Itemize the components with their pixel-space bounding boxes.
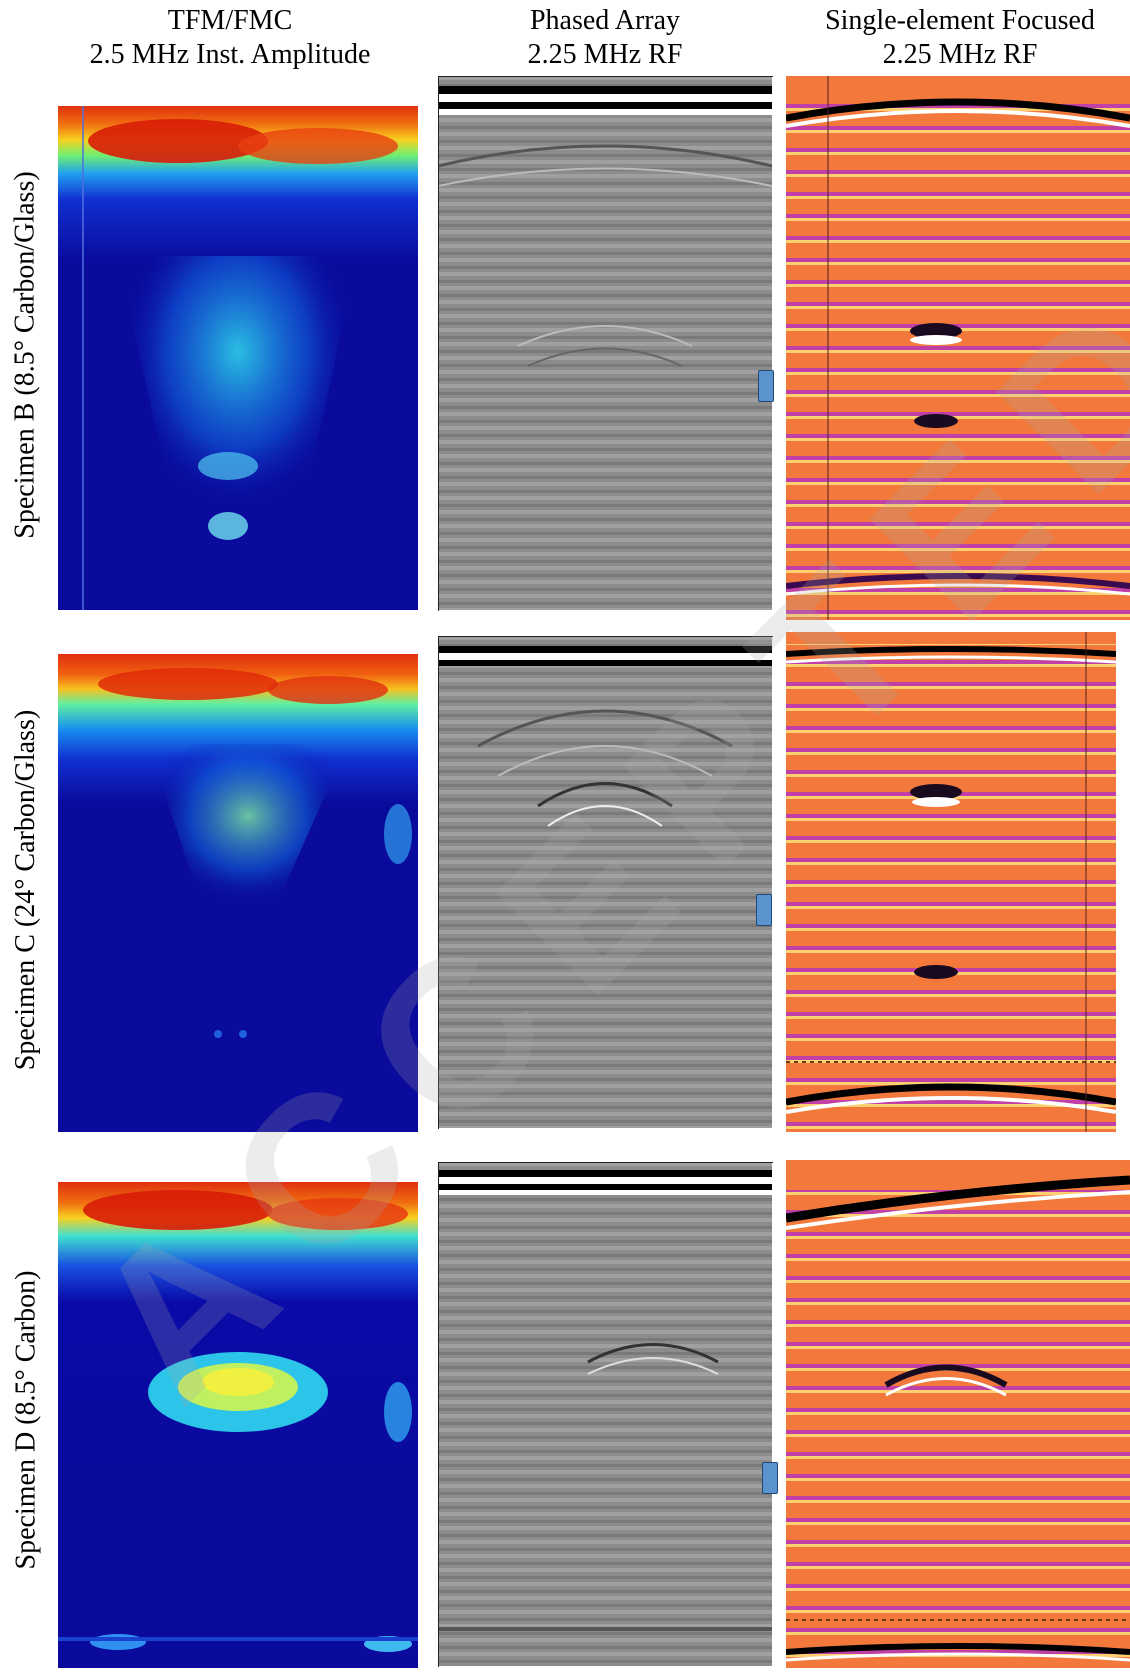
phased-array-image-specimen-d [438,1162,772,1666]
single-element-image-specimen-d [786,1160,1130,1668]
marker [756,894,772,926]
phased-array-image-specimen-c [438,636,772,1128]
row-label-specimen-b: Specimen B (8.5° Carbon/Glass) [6,105,46,605]
row-label-specimen-d: Specimen D (8.5° Carbon) [6,1175,46,1665]
column-title-line2: 2.25 MHz RF [527,39,683,70]
row-label-specimen-c: Specimen C (24° Carbon/Glass) [6,650,46,1130]
marker [762,1462,778,1494]
tfm-image-specimen-b [58,106,418,610]
column-title-line2: 2.25 MHz RF [882,39,1038,70]
tfm-image-specimen-d [58,1182,418,1668]
tfm-image-specimen-c [58,654,418,1132]
row-label-text: Specimen D (8.5° Carbon) [10,1270,42,1570]
column-title-line1: Single-element Focused [825,5,1095,36]
column-title-tfm: TFM/FMC 2.5 MHz Inst. Amplitude [40,4,420,72]
row-label-text: Specimen C (24° Carbon/Glass) [10,709,41,1071]
column-title-phased-array: Phased Array 2.25 MHz RF [430,4,780,72]
column-title-single-element: Single-element Focused 2.25 MHz RF [790,4,1130,72]
marker [758,370,774,402]
column-title-line1: Phased Array [529,5,681,36]
column-title-line1: TFM/FMC [167,5,293,36]
phased-array-image-specimen-b [438,76,772,610]
single-element-image-specimen-c [786,632,1116,1132]
single-element-image-specimen-b [786,76,1130,620]
row-label-text: Specimen B (8.5° Carbon/Glass) [10,171,41,539]
column-title-line2: 2.5 MHz Inst. Amplitude [89,39,371,70]
